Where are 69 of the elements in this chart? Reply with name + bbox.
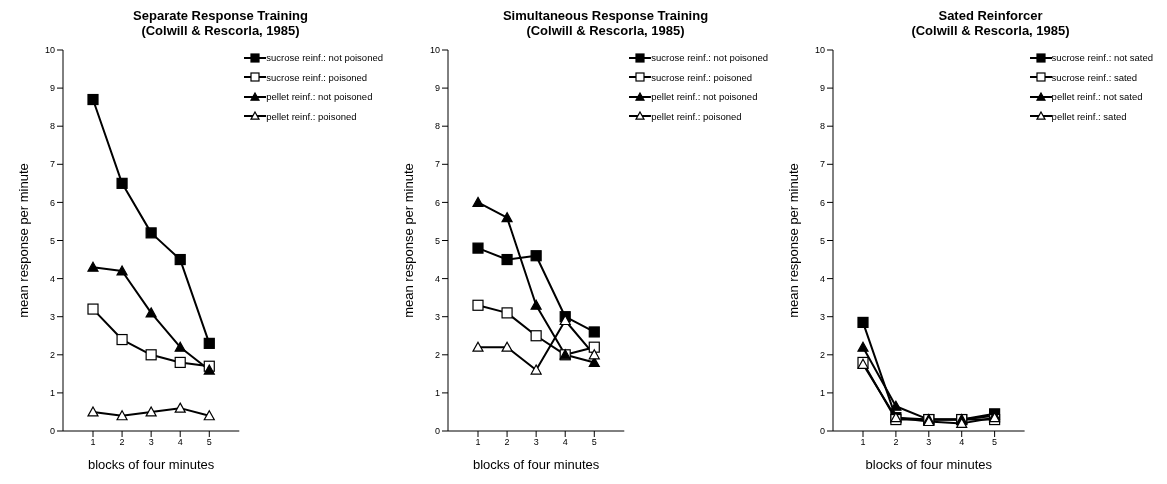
y-tick-label: 9	[434, 83, 440, 94]
x-axis-title: blocks of four minutes	[87, 457, 215, 472]
x-tick-label: 2	[119, 437, 125, 448]
y-tick-label: 4	[819, 273, 825, 284]
y-tick-label: 6	[49, 197, 55, 208]
y-tick-label: 5	[434, 235, 440, 246]
x-tick-label: 1	[475, 437, 481, 448]
y-tick-label: 3	[49, 311, 55, 322]
y-tick-label: 10	[814, 45, 825, 56]
y-tick-label: 8	[434, 121, 440, 132]
y-tick-label: 9	[49, 83, 55, 94]
y-axis-title: mean response per minute	[15, 163, 31, 318]
y-tick-label: 7	[819, 159, 825, 170]
y-axis-title: mean response per minute	[785, 163, 801, 318]
y-tick-label: 0	[49, 426, 55, 437]
y-tick-label: 2	[49, 349, 55, 360]
chart-title: Sated Reinforcer (Colwill & Rescorla, 1985)	[910, 8, 1071, 38]
x-tick-label: 1	[860, 437, 866, 448]
legend-label: sucrose reinf.: not poisoned	[651, 52, 768, 64]
legend-label: sucrose reinf.: poisoned	[651, 71, 753, 83]
y-tick-label: 2	[819, 349, 825, 360]
legend-label: pellet reinf.: sated	[1051, 110, 1127, 122]
x-axis-title: blocks of four minutes	[472, 457, 600, 472]
legend-label: sucrose reinf.: not sated	[1051, 52, 1153, 64]
y-tick-label: 10	[429, 45, 440, 56]
y-tick-label: 6	[434, 197, 440, 208]
x-tick-label: 3	[926, 437, 932, 448]
y-tick-label: 7	[49, 159, 55, 170]
x-axis-title: blocks of four minutes	[865, 457, 993, 472]
y-tick-label: 6	[819, 197, 825, 208]
y-tick-label: 2	[434, 349, 440, 360]
legend-label: pellet reinf.: poisoned	[266, 110, 357, 122]
legend-label: sucrose reinf.: not poisoned	[266, 52, 383, 64]
legend-label: pellet reinf.: not poisoned	[651, 91, 758, 103]
y-tick-label: 8	[49, 121, 55, 132]
y-tick-label: 3	[819, 311, 825, 322]
y-tick-label: 0	[819, 426, 825, 437]
legend-label: sucrose reinf.: poisoned	[266, 71, 368, 83]
y-tick-label: 5	[49, 235, 55, 246]
legend-label: pellet reinf.: poisoned	[651, 110, 742, 122]
x-tick-label: 2	[504, 437, 510, 448]
y-tick-label: 9	[819, 83, 825, 94]
legend-label: sucrose reinf.: sated	[1051, 71, 1138, 83]
legend-label: pellet reinf.: not sated	[1051, 91, 1143, 103]
y-tick-label: 7	[434, 159, 440, 170]
y-tick-label: 4	[49, 273, 55, 284]
x-tick-label: 5	[591, 437, 597, 448]
x-tick-label: 4	[177, 437, 183, 448]
y-tick-label: 5	[819, 235, 825, 246]
chart-title: Simultaneous Response Training (Colwill & Rescorla, 1985)	[501, 8, 710, 38]
y-tick-label: 8	[819, 121, 825, 132]
x-tick-label: 3	[533, 437, 539, 448]
y-tick-label: 4	[434, 273, 440, 284]
y-tick-label: 0	[434, 426, 440, 437]
chart-title: Separate Response Training (Colwill & Rescorla, 1985)	[132, 8, 309, 38]
y-tick-label: 10	[44, 45, 55, 56]
x-tick-label: 5	[206, 437, 212, 448]
y-tick-label: 1	[819, 388, 825, 399]
y-tick-label: 1	[49, 388, 55, 399]
y-tick-label: 1	[434, 388, 440, 399]
x-tick-label: 2	[893, 437, 899, 448]
legend-label: pellet reinf.: not poisoned	[266, 91, 373, 103]
y-axis-title: mean response per minute	[400, 163, 416, 318]
x-tick-label: 1	[90, 437, 96, 448]
y-tick-label: 3	[434, 311, 440, 322]
x-tick-label: 3	[148, 437, 154, 448]
x-tick-label: 4	[562, 437, 568, 448]
x-tick-label: 4	[959, 437, 965, 448]
x-tick-label: 5	[992, 437, 998, 448]
